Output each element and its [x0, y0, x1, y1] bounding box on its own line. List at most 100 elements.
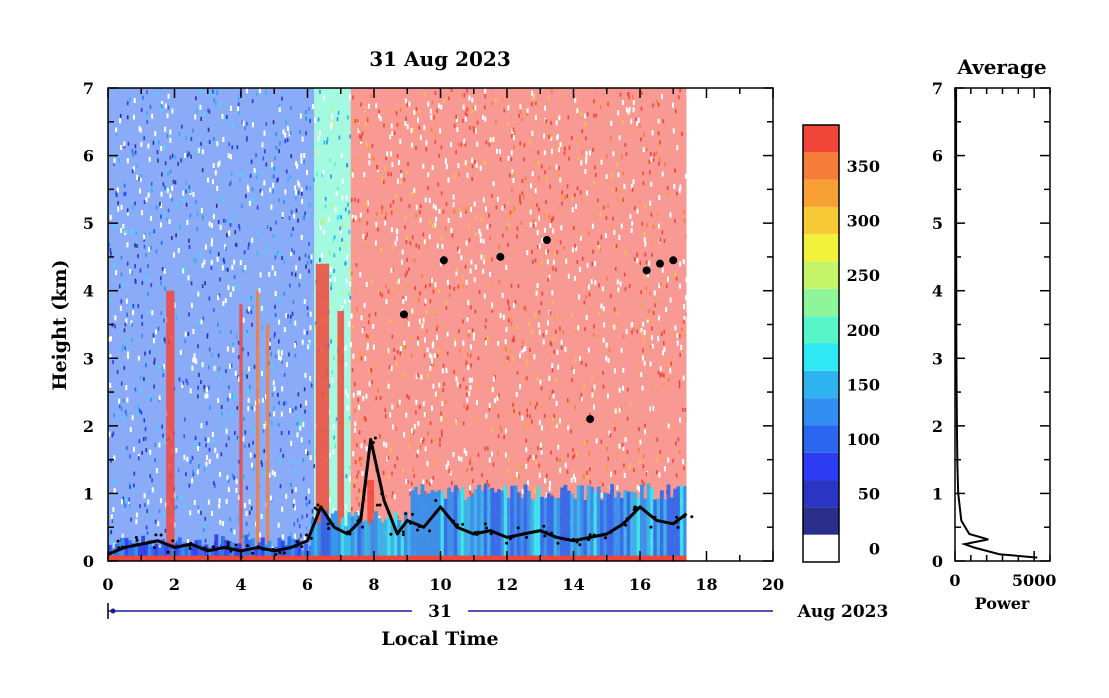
speckle [513, 206, 516, 211]
speckle [120, 255, 123, 260]
speckle [478, 228, 481, 234]
speckle [197, 394, 199, 399]
speckle [126, 242, 129, 248]
speckle [283, 372, 286, 377]
ground-cell [659, 490, 664, 561]
speckle [125, 385, 128, 391]
speckle [417, 421, 420, 427]
speckle [245, 194, 247, 199]
speckle [492, 376, 495, 382]
speckle [203, 384, 206, 389]
speckle [663, 373, 665, 378]
speckle [442, 363, 445, 368]
speckle [550, 136, 553, 142]
speckle [323, 216, 326, 221]
speckle [135, 519, 138, 525]
speckle [427, 172, 430, 178]
speckle [657, 336, 660, 342]
speckle [395, 111, 398, 116]
speckle [479, 238, 482, 244]
speckle [657, 315, 660, 321]
speckle [126, 261, 129, 266]
speckle [550, 219, 553, 224]
speckle [310, 259, 312, 264]
speckle [356, 307, 358, 312]
speckle [339, 247, 341, 252]
speckle [191, 478, 194, 484]
speckle [551, 301, 554, 306]
trace-dot [571, 537, 575, 541]
speckle [204, 437, 207, 442]
speckle [598, 283, 600, 288]
speckle [685, 277, 688, 283]
speckle [317, 136, 320, 142]
speckle [271, 162, 274, 168]
speckle [363, 107, 365, 112]
ground-cell [440, 491, 445, 561]
speckle [244, 265, 247, 271]
speckle [154, 442, 156, 447]
trace-dot [473, 531, 477, 535]
speckle [474, 128, 477, 134]
speckle [500, 486, 502, 491]
speckle [338, 135, 341, 140]
speckle [623, 183, 626, 189]
ground-cell [297, 541, 302, 561]
speckle [494, 398, 497, 404]
speckle [238, 495, 241, 501]
speckle [617, 110, 620, 116]
speckle [510, 213, 513, 218]
speckle [495, 205, 498, 210]
speckle [212, 89, 214, 94]
speckle [255, 92, 258, 97]
ground-cell [211, 546, 215, 561]
speckle [404, 273, 407, 278]
speckle [385, 414, 387, 419]
speckle [574, 97, 577, 103]
ground-cell [626, 491, 631, 561]
speckle [377, 388, 379, 393]
speckle [263, 423, 266, 429]
speckle [364, 235, 367, 240]
speckle [474, 105, 477, 111]
speckle [189, 459, 192, 464]
trace-dot [262, 547, 266, 551]
speckle [228, 385, 230, 390]
speckle [143, 237, 146, 242]
speckle [685, 234, 688, 239]
speckle [644, 429, 647, 435]
speckle [485, 318, 487, 323]
speckle [491, 427, 493, 432]
speckle [305, 264, 307, 269]
speckle [398, 399, 401, 405]
speckle [534, 188, 537, 194]
speckle [367, 208, 369, 213]
speckle [351, 507, 353, 512]
speckle [269, 345, 271, 350]
speckle [445, 202, 448, 207]
speckle [217, 295, 220, 301]
speckle [246, 485, 248, 490]
speckle [244, 372, 247, 377]
speckle [160, 146, 163, 152]
speckle [113, 478, 115, 483]
speckle [219, 224, 222, 230]
trace-dot [203, 546, 207, 550]
speckle [657, 370, 660, 375]
speckle [272, 189, 274, 194]
speckle [241, 204, 243, 209]
ground-cell [407, 522, 412, 561]
speckle [651, 343, 654, 349]
speckle [551, 368, 554, 373]
speckle [559, 457, 561, 462]
colorbar-segment [803, 370, 839, 399]
speckle [226, 267, 229, 272]
speckle [381, 205, 383, 210]
speckle [567, 453, 569, 458]
speckle [292, 503, 295, 508]
speckle [333, 435, 335, 440]
speckle [352, 218, 355, 223]
speckle [484, 255, 486, 260]
speckle [586, 112, 589, 117]
speckle [132, 310, 135, 316]
